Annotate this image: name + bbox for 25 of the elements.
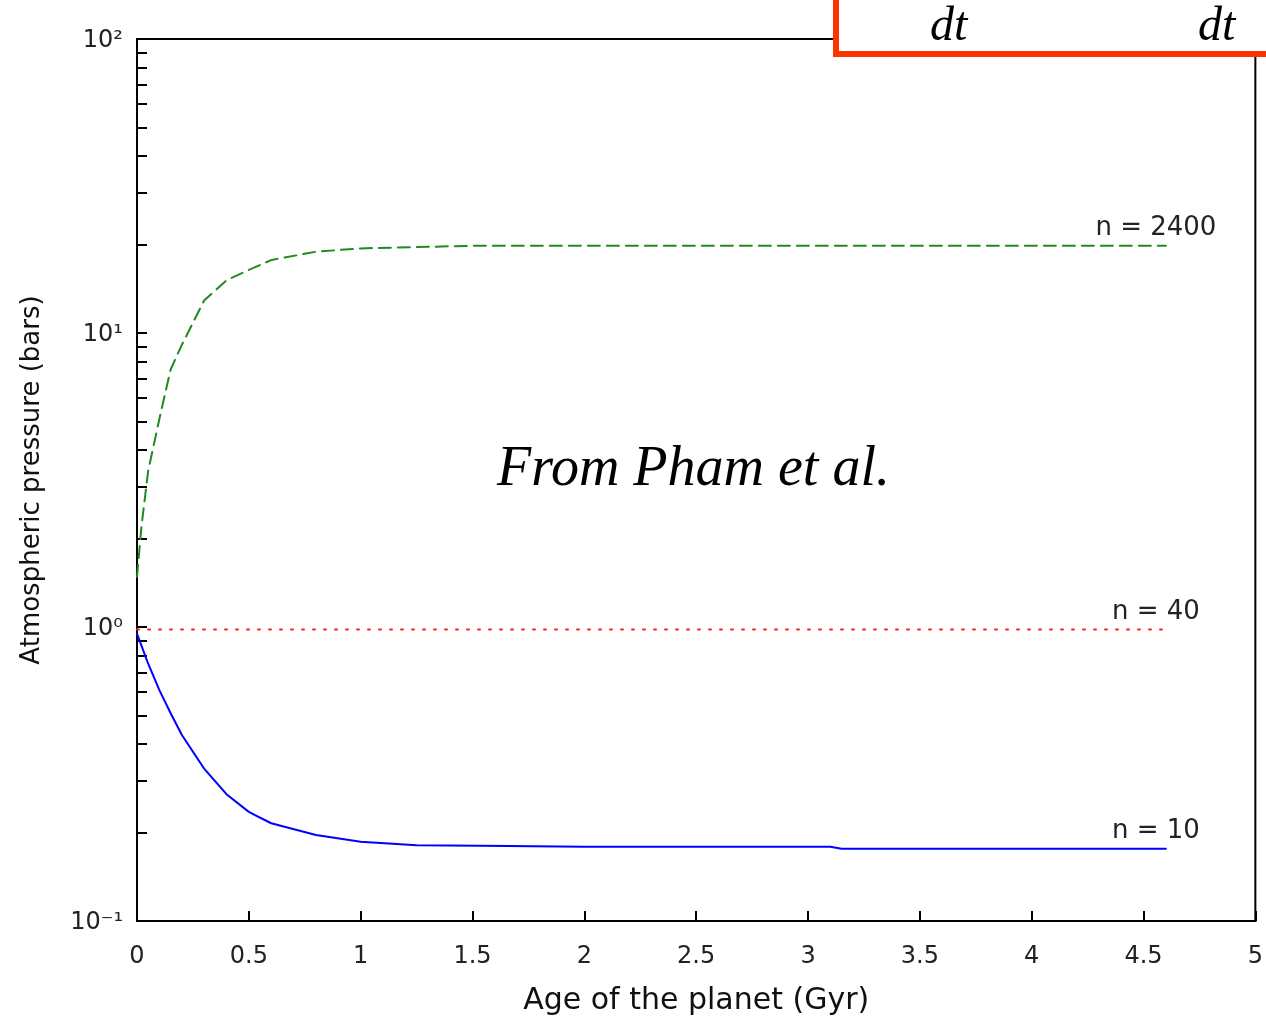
line-series bbox=[136, 244, 1167, 578]
series-label: n = 10 bbox=[1111, 813, 1200, 844]
annotation: dt bbox=[930, 0, 968, 50]
annotation: dt bbox=[1198, 0, 1236, 50]
y-tick-label: 10⁰ bbox=[82, 613, 123, 641]
x-tick-label: 3 bbox=[800, 941, 816, 969]
y-tick-label: 10¹ bbox=[82, 319, 123, 347]
x-tick-label: 1.5 bbox=[453, 941, 492, 969]
x-tick-label: 0.5 bbox=[229, 941, 268, 969]
annotation: From Pham et al. bbox=[496, 435, 890, 497]
x-axis-title: Age of the planet (Gyr) bbox=[523, 980, 870, 1016]
x-tick-label: 4.5 bbox=[1124, 941, 1163, 969]
y-tick-label: 10² bbox=[82, 25, 123, 53]
x-tick-label: 0 bbox=[129, 941, 145, 969]
x-tick-label: 5 bbox=[1247, 941, 1264, 969]
y-tick-label: 10⁻¹ bbox=[70, 907, 123, 935]
x-tick-label: 2 bbox=[576, 941, 592, 969]
x-tick-label: 4 bbox=[1024, 941, 1040, 969]
x-tick-label: 3.5 bbox=[900, 941, 939, 969]
line-series bbox=[136, 632, 1167, 850]
series-label: n = 40 bbox=[1111, 594, 1200, 625]
x-tick-label: 2.5 bbox=[677, 941, 716, 969]
y-axis-title: Atmospheric pressure (bars) bbox=[15, 295, 45, 665]
series-label: n = 2400 bbox=[1095, 210, 1217, 241]
x-tick-label: 1 bbox=[353, 941, 369, 969]
